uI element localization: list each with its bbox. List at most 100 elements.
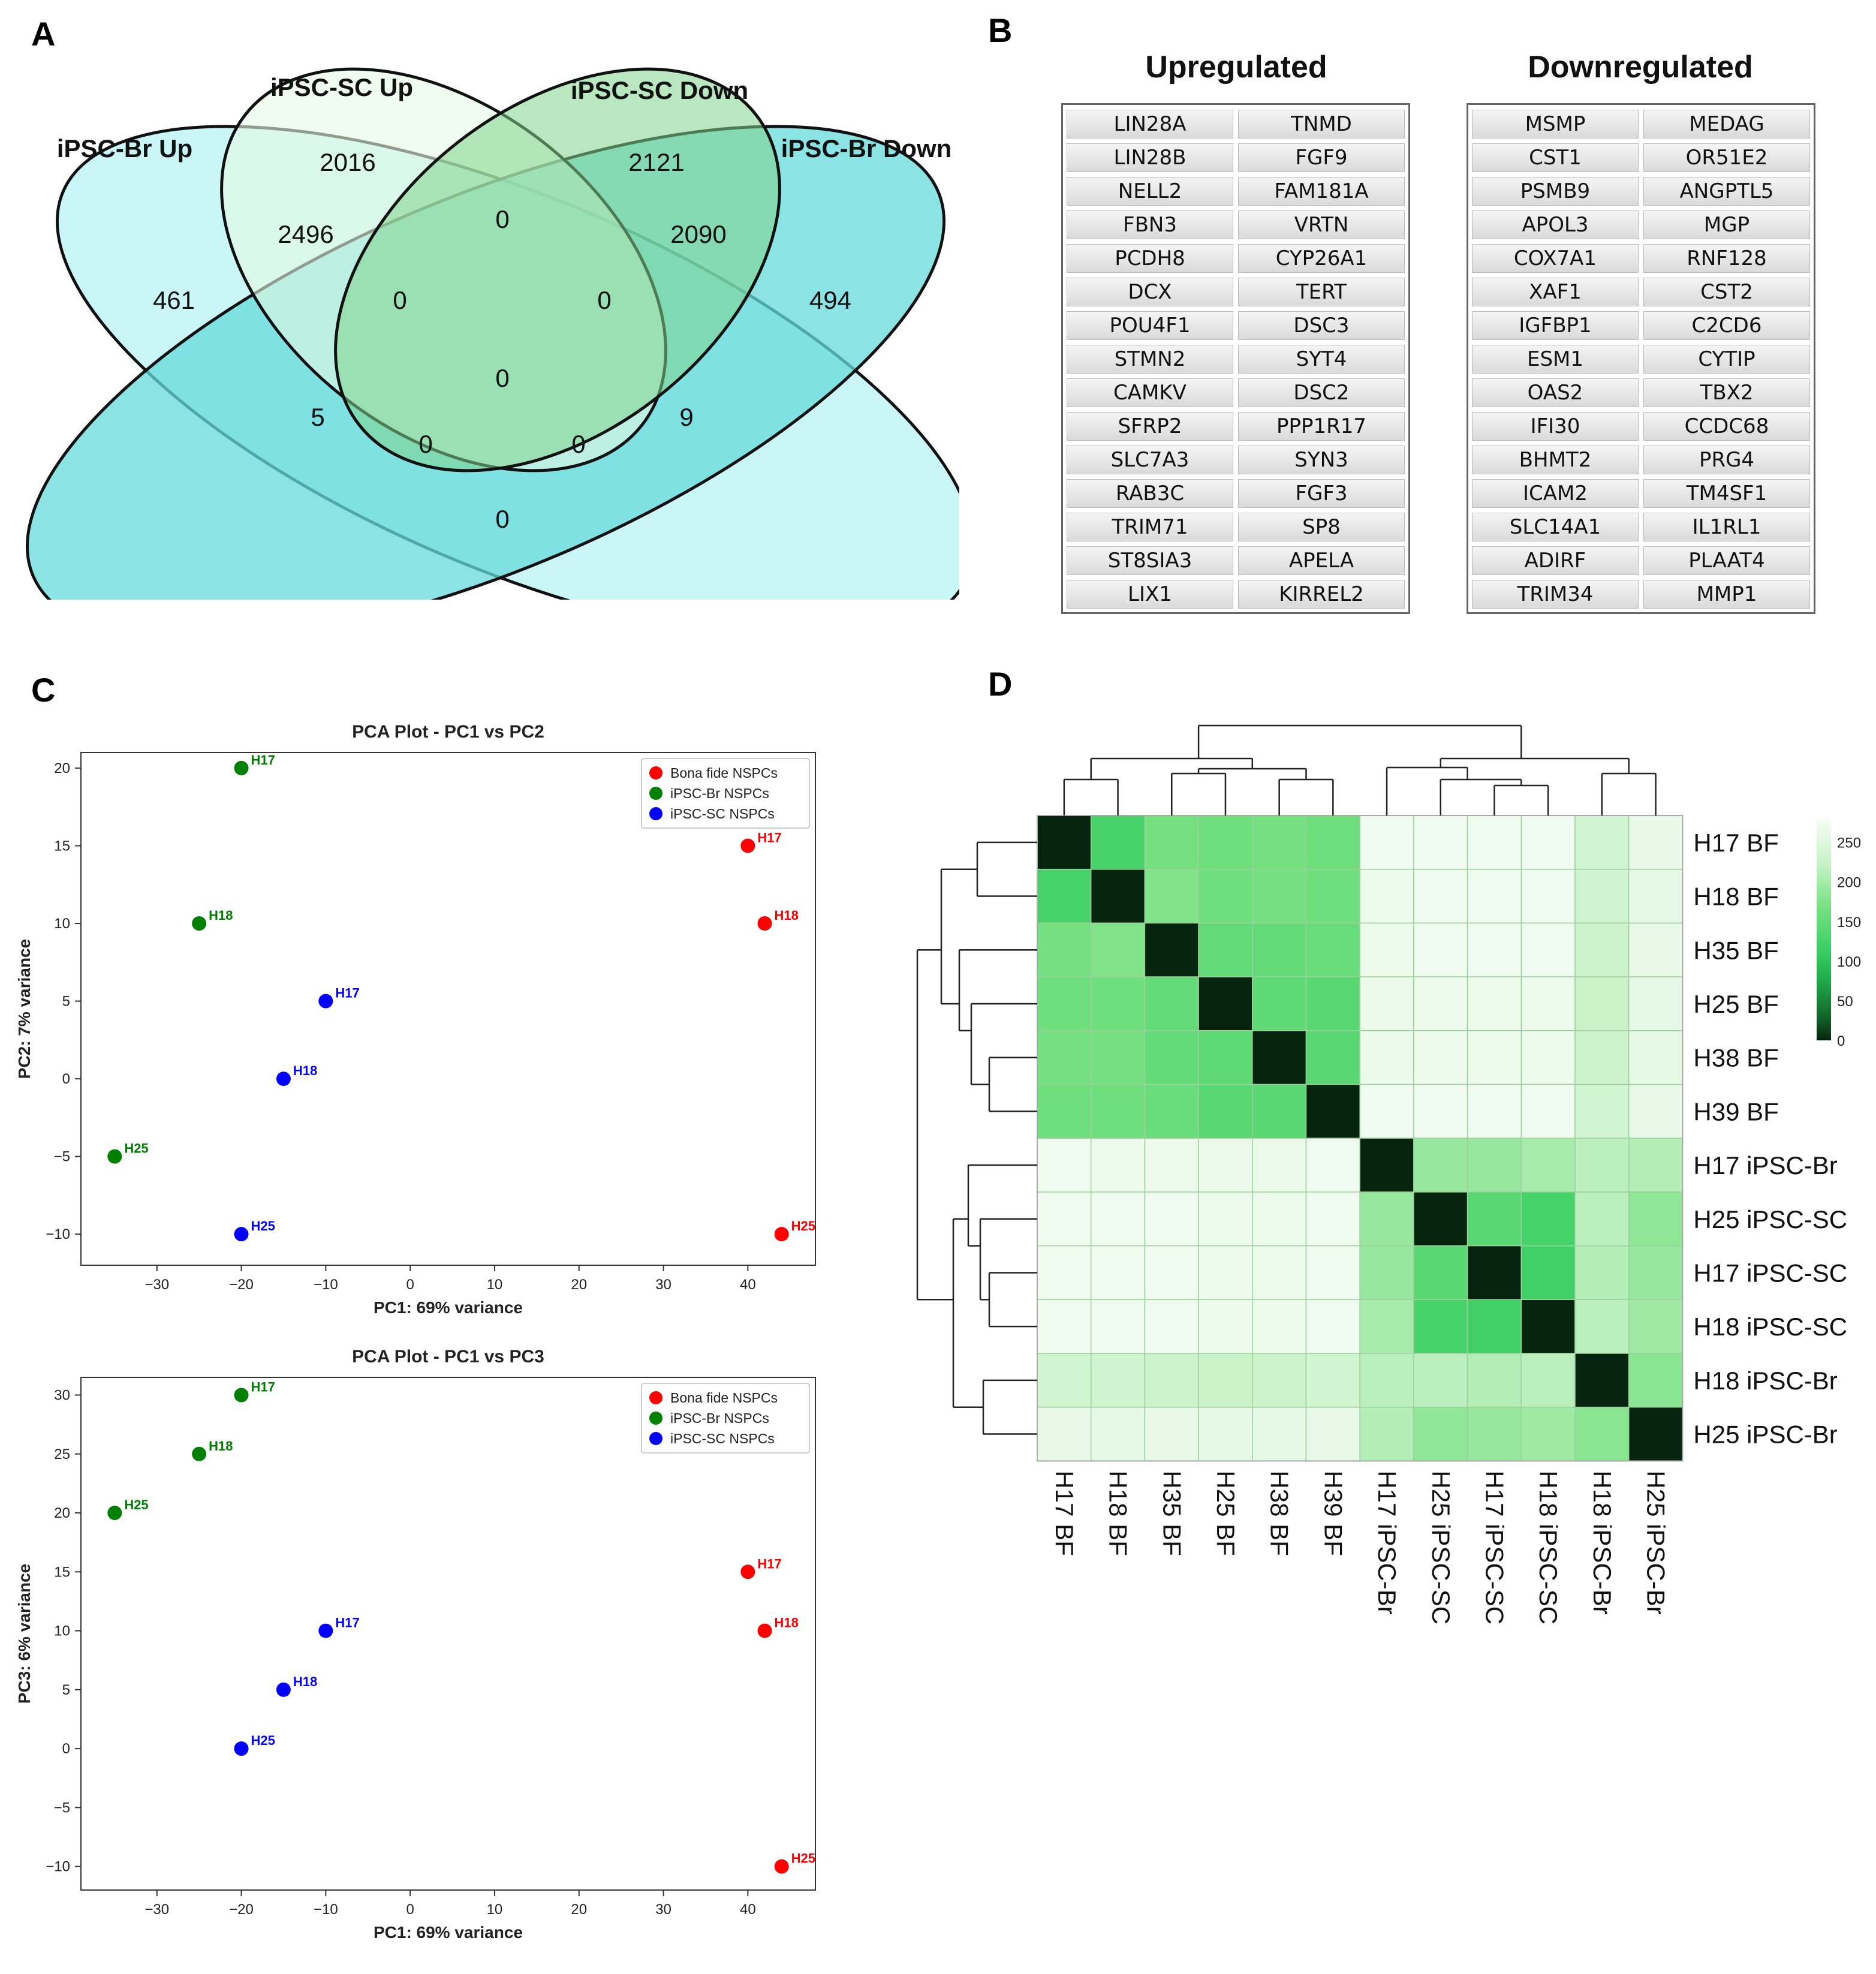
- pca-point-2: [234, 1741, 249, 1756]
- heatmap-cell: [1359, 1138, 1414, 1193]
- heatmap-cell: [1252, 868, 1307, 924]
- downregulated-gene-cell: BHMT2: [1472, 446, 1639, 474]
- heatmap-cell: [1037, 922, 1092, 977]
- venn-count-brup-brdown: 0: [495, 505, 509, 533]
- pca-legend-1: [641, 758, 810, 829]
- pca-point-label-1: H17: [335, 986, 359, 1001]
- downregulated-gene-cell: APOL3: [1472, 210, 1639, 239]
- heatmap-row-label: H17 iPSC-SC: [1693, 1259, 1847, 1287]
- pca-xtick-label-1: −10: [314, 1277, 338, 1293]
- heatmap-cell: [1628, 815, 1684, 870]
- heatmap-cell: [1090, 1245, 1146, 1301]
- heatmap-row-label: H18 BF: [1693, 883, 1778, 911]
- pca-xtick-label-1: 40: [740, 1277, 756, 1293]
- pca-point-label-1: H25: [791, 1218, 815, 1233]
- downregulated-gene-cell: SLC14A1: [1472, 513, 1639, 541]
- pca-ytick-label-1: −5: [54, 1149, 70, 1165]
- heatmap-cell: [1413, 1299, 1468, 1354]
- heatmap-cell: [1359, 1353, 1414, 1408]
- heatmap-cell: [1413, 868, 1468, 924]
- pca-xtick-label-1: 10: [487, 1277, 503, 1293]
- heatmap-cell: [1467, 1191, 1522, 1247]
- upregulated-gene-cell: VRTN: [1238, 210, 1405, 239]
- heatmap-row-label: H17 BF: [1693, 829, 1778, 857]
- heatmap-cell: [1144, 976, 1199, 1031]
- pca-ytick-label-1: 5: [62, 994, 70, 1010]
- downregulated-gene-cell: OAS2: [1472, 378, 1639, 407]
- pca-ytick-label-2: 10: [54, 1623, 70, 1639]
- heatmap-cell: [1467, 1138, 1522, 1193]
- pca-legend-label-2: iPSC-Br NSPCs: [670, 1410, 769, 1426]
- heatmap-cell: [1037, 815, 1092, 870]
- pca-point-1: [192, 916, 207, 931]
- heatmap-col-label: H18 iPSC-SC: [1534, 1470, 1562, 1624]
- upregulated-gene-cell: ST8SIA3: [1067, 546, 1233, 575]
- heatmap-cell: [1198, 1406, 1253, 1462]
- downregulated-gene-cell: ICAM2: [1472, 479, 1639, 508]
- heatmap-cell: [1144, 1353, 1199, 1408]
- heatmap-cell: [1359, 868, 1414, 924]
- heatmap-cell: [1252, 815, 1307, 870]
- pca-xtick-label-1: 20: [571, 1277, 587, 1293]
- heatmap-cell: [1198, 1191, 1253, 1247]
- pca-ytick-label-2: −10: [46, 1859, 70, 1875]
- pca-ytick-label-1: 15: [54, 838, 70, 854]
- pca-xlabel-1: PC1: 69% variance: [374, 1298, 523, 1317]
- pca-point-label-2: H17: [757, 1556, 781, 1571]
- heatmap-cell: [1520, 922, 1576, 977]
- heatmap-cell: [1037, 1191, 1092, 1247]
- heatmap-cell: [1359, 1299, 1414, 1354]
- heatmap-cell: [1090, 1030, 1146, 1085]
- pca-legend-label-1: iPSC-SC NSPCs: [670, 806, 775, 822]
- pca-point-label-2: H18: [293, 1674, 317, 1689]
- downregulated-gene-cell: PRG4: [1643, 446, 1810, 474]
- heatmap-cell: [1198, 1030, 1253, 1085]
- pca-ytick-label-2: 30: [54, 1387, 70, 1403]
- venn-count-scdown-brdown: 2090: [670, 220, 726, 248]
- heatmap-cell: [1413, 815, 1468, 870]
- upregulated-gene-cell: APELA: [1238, 546, 1405, 575]
- upregulated-gene-cell: FGF9: [1238, 143, 1405, 172]
- venn-label-br-down: iPSC-Br Down: [781, 134, 952, 163]
- heatmap-cell: [1413, 922, 1468, 977]
- heatmap-cell: [1144, 1406, 1199, 1462]
- pca-xlabel-2: PC1: 69% variance: [374, 1923, 523, 1942]
- pca-ytick-label-2: 20: [54, 1505, 70, 1521]
- heatmap-cell: [1198, 868, 1253, 924]
- heatmap-cell: [1144, 1245, 1199, 1301]
- pca-point-label-1: H25: [251, 1218, 275, 1233]
- heatmap-cell: [1628, 1030, 1684, 1085]
- heatmap-cell: [1305, 1353, 1360, 1408]
- pca-legend-marker-1: [649, 766, 663, 780]
- downregulated-gene-cell: CST1: [1472, 143, 1639, 172]
- heatmap-cell: [1090, 868, 1146, 924]
- heatmap-cell: [1413, 1084, 1468, 1139]
- heatmap-cell: [1037, 1299, 1092, 1354]
- pca-xtick-label-2: 20: [571, 1901, 587, 1918]
- heatmap-cell: [1574, 1353, 1630, 1408]
- heatmap-cell: [1467, 1353, 1522, 1408]
- heatmap-col-label: H25 BF: [1212, 1470, 1240, 1555]
- heatmap-col-label: H18 BF: [1104, 1470, 1133, 1555]
- venn-count-scup-scdown-brdown: 9: [679, 403, 693, 431]
- upregulated-gene-cell: NELL2: [1067, 177, 1233, 206]
- heatmap-cell: [1413, 1353, 1468, 1408]
- venn-ellipses: [26, 67, 959, 600]
- pca-plot-area-1: [80, 752, 816, 1266]
- heatmap-cell: [1252, 1084, 1307, 1139]
- panel-letter-d: D: [988, 665, 1013, 703]
- heatmap-cell: [1413, 976, 1468, 1031]
- downregulated-gene-cell: RNF128: [1643, 244, 1810, 273]
- upregulated-gene-cell: PPP1R17: [1238, 412, 1405, 441]
- panel-letter-a: A: [31, 15, 56, 53]
- venn-count-brup-scdown-brdown: 0: [418, 430, 432, 458]
- heatmap-cell: [1305, 922, 1360, 977]
- pca-xtick-label-2: −10: [314, 1901, 338, 1918]
- pca-point-1: [234, 1227, 249, 1242]
- downregulated-gene-cell: CST2: [1643, 278, 1810, 306]
- heatmap-colorbar-tick-label: 150: [1837, 914, 1861, 931]
- heatmap-cell: [1198, 922, 1253, 977]
- heatmap-cell: [1037, 1406, 1092, 1462]
- heatmap-row-label: H39 BF: [1693, 1097, 1778, 1126]
- heatmap-cell: [1090, 1406, 1146, 1462]
